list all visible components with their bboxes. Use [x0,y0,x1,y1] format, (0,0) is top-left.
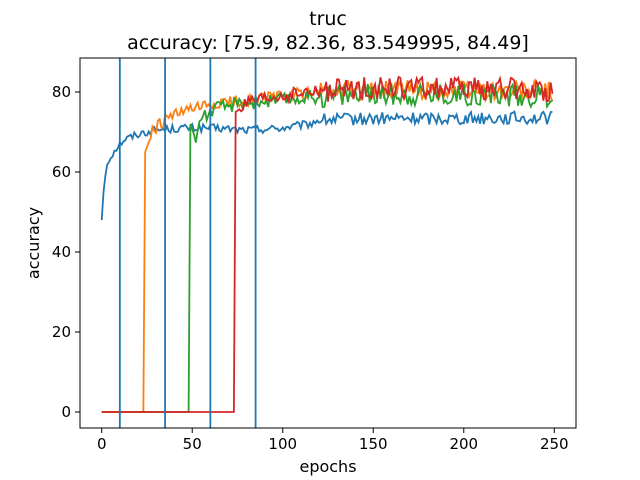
x-tick-label: 0 [97,435,107,453]
x-tick-label: 100 [268,435,297,453]
chart-subtitle: accuracy: [75.9, 82.36, 83.549995, 84.49… [127,32,529,54]
plot-area [100,58,554,428]
series-line-1 [100,109,553,221]
y-tick-label: 0 [61,403,71,421]
series-line-4 [101,75,554,413]
x-tick-label: 250 [540,435,569,453]
chart-title: truc [309,8,347,30]
plot-frame [79,57,577,429]
x-tick-label: 50 [183,435,202,453]
x-axis: 0 50 100 150 200 250 [97,428,569,453]
x-tick-label: 200 [449,435,478,453]
y-axis-label: accuracy [24,207,43,279]
y-tick-label: 20 [52,323,71,341]
y-axis: 0 20 40 60 80 [52,83,80,421]
x-tick-label: 150 [359,435,388,453]
y-tick-label: 40 [52,243,71,261]
y-tick-label: 60 [52,163,71,181]
x-axis-label: epochs [299,457,356,476]
y-tick-label: 80 [52,83,71,101]
